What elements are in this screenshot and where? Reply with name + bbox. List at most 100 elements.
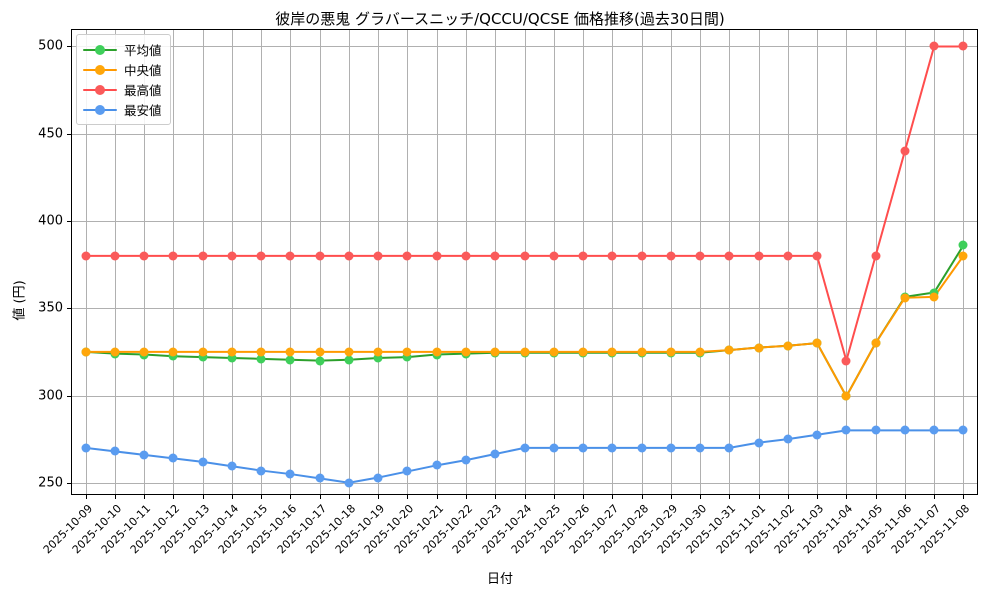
y-tick-label: 500: [38, 38, 63, 54]
data-point: [900, 425, 910, 435]
y-tick-mark: [67, 308, 71, 310]
gridline-vertical: [261, 29, 263, 495]
x-tick-mark: [524, 495, 526, 499]
y-tick-mark: [67, 133, 71, 135]
y-tick-mark: [67, 46, 71, 48]
data-point: [929, 292, 939, 302]
x-tick-mark: [846, 495, 848, 499]
gridline-vertical: [524, 29, 526, 495]
legend-dot-icon: [95, 84, 105, 95]
data-point: [841, 356, 851, 366]
legend-dot-icon: [95, 44, 105, 55]
legend-swatch-icon: [83, 83, 117, 97]
data-point: [929, 41, 939, 51]
data-point: [432, 347, 442, 357]
data-point: [285, 469, 295, 479]
gridline-vertical: [729, 29, 731, 495]
x-tick-mark: [963, 495, 965, 499]
gridline-vertical: [85, 29, 87, 495]
data-point: [958, 41, 968, 51]
data-point: [139, 347, 149, 357]
data-point: [168, 347, 178, 357]
x-tick-mark: [495, 495, 497, 499]
gridline-vertical: [202, 29, 204, 495]
data-point: [549, 443, 559, 453]
legend-label: 平均値: [124, 43, 162, 58]
data-point: [637, 443, 647, 453]
data-point: [461, 455, 471, 465]
gridline-vertical: [114, 29, 116, 495]
data-point: [373, 251, 383, 261]
data-point: [198, 457, 208, 467]
data-point: [402, 347, 412, 357]
x-tick-mark: [670, 495, 672, 499]
data-point: [578, 347, 588, 357]
gridline-vertical: [290, 29, 292, 495]
data-point: [344, 347, 354, 357]
data-point: [754, 343, 764, 353]
data-point: [812, 430, 822, 440]
gridline-vertical: [465, 29, 467, 495]
gridline-vertical: [963, 29, 965, 495]
data-point: [110, 347, 120, 357]
legend-dot-icon: [95, 64, 105, 75]
data-point: [285, 355, 295, 365]
data-point: [871, 251, 881, 261]
data-point: [256, 466, 266, 476]
data-point: [110, 446, 120, 456]
data-point: [958, 251, 968, 261]
chart-title: 彼岸の悪鬼 グラバースニッチ/QCCU/QCSE 価格推移(過去30日間): [275, 10, 725, 28]
data-point: [432, 460, 442, 470]
y-tick-mark: [67, 482, 71, 484]
data-point: [520, 347, 529, 357]
data-point: [490, 347, 500, 357]
gridline-vertical: [553, 29, 555, 495]
x-tick-mark: [114, 495, 116, 499]
data-point: [402, 352, 412, 362]
legend-label: 最高値: [124, 83, 162, 98]
legend-dot-icon: [95, 104, 105, 115]
series-line-1: [84, 254, 965, 398]
gridline-vertical: [144, 29, 146, 495]
x-tick-mark: [934, 495, 936, 499]
x-tick-mark: [787, 495, 789, 499]
x-tick-mark: [202, 495, 204, 499]
data-point: [315, 251, 325, 261]
x-tick-mark: [583, 495, 585, 499]
data-point: [461, 347, 471, 357]
data-point: [549, 251, 559, 261]
gridline-vertical: [407, 29, 409, 495]
gridline-vertical: [612, 29, 614, 495]
data-point: [285, 347, 295, 357]
gridline-vertical: [495, 29, 497, 495]
legend-item-2[interactable]: 最高値: [83, 80, 162, 99]
data-point: [841, 391, 851, 401]
x-tick-mark: [144, 495, 146, 499]
x-tick-mark: [700, 495, 702, 499]
x-tick-mark: [729, 495, 731, 499]
x-tick-mark: [290, 495, 292, 499]
gridline-vertical: [641, 29, 643, 495]
data-point: [607, 347, 617, 357]
data-point: [724, 251, 734, 261]
data-point: [168, 453, 178, 463]
data-point: [81, 251, 91, 261]
data-point: [607, 251, 617, 261]
legend-item-3[interactable]: 最安値: [83, 100, 162, 119]
data-point: [754, 251, 764, 261]
data-point: [315, 347, 325, 357]
legend-item-1[interactable]: 中央値: [83, 60, 162, 79]
data-point: [256, 251, 266, 261]
gridline-vertical: [378, 29, 380, 495]
data-point: [871, 338, 881, 348]
data-point: [490, 251, 500, 261]
y-tick-mark: [67, 220, 71, 222]
legend-item-0[interactable]: 平均値: [83, 40, 162, 59]
x-tick-mark: [407, 495, 409, 499]
gridline-vertical: [583, 29, 585, 495]
data-point: [315, 356, 325, 366]
x-tick-mark: [817, 495, 819, 499]
gridline-vertical: [319, 29, 321, 495]
data-point: [198, 251, 208, 261]
